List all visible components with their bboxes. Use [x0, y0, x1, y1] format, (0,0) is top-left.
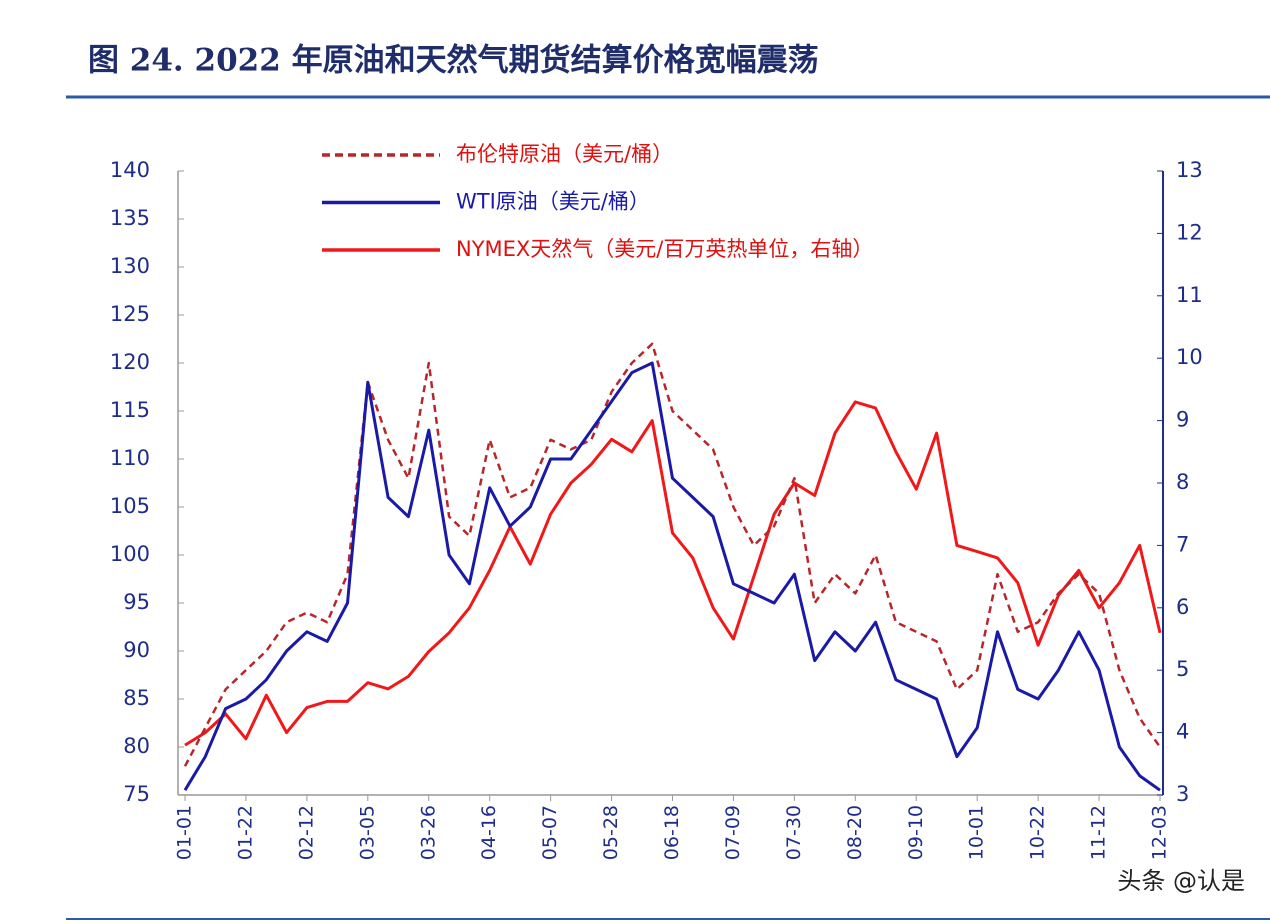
x-tick-label: 02-12	[295, 805, 317, 860]
y2-tick-label: 3	[1176, 782, 1189, 806]
y2-tick-label: 5	[1176, 657, 1189, 681]
y-tick-label: 115	[110, 398, 150, 422]
y-tick-label: 110	[110, 446, 150, 470]
y2-tick-label: 9	[1176, 408, 1189, 432]
x-tick-label: 07-09	[722, 805, 744, 860]
y2-tick-label: 6	[1176, 595, 1189, 619]
y-tick-label: 80	[123, 734, 150, 758]
y-tick-label: 90	[123, 638, 150, 662]
y2-tick-label: 11	[1176, 283, 1203, 307]
x-tick-label: 12-03	[1149, 805, 1171, 860]
y-tick-label: 85	[123, 686, 150, 710]
y-tick-label: 95	[123, 590, 150, 614]
y2-tick-label: 8	[1176, 470, 1189, 494]
y-tick-label: 140	[110, 158, 150, 182]
x-tick-label: 10-01	[966, 805, 988, 860]
x-tick-label: 03-05	[356, 805, 378, 860]
y2-tick-label: 7	[1176, 532, 1189, 556]
x-tick-label: 01-01	[174, 805, 196, 860]
y2-tick-label: 10	[1176, 345, 1203, 369]
chart-title: 图 24. 2022 年原油和天然气期货结算价格宽幅震荡	[88, 43, 819, 79]
x-tick-label: 11-12	[1088, 805, 1110, 860]
x-tick-label: 07-30	[783, 805, 805, 860]
watermark: 头条 @认是	[1117, 867, 1245, 895]
legend-label: 布伦特原油（美元/桶）	[456, 142, 673, 166]
x-tick-label: 03-26	[417, 805, 439, 860]
x-tick-label: 05-07	[539, 805, 561, 860]
y-tick-label: 125	[110, 302, 150, 326]
y-tick-label: 130	[110, 254, 150, 278]
legend-label: WTI原油（美元/桶）	[456, 190, 650, 214]
y2-tick-label: 13	[1176, 158, 1203, 182]
y-tick-label: 100	[110, 542, 150, 566]
series-line	[183, 342, 1162, 767]
x-tick-label: 06-18	[661, 805, 683, 860]
x-tick-label: 01-22	[234, 805, 256, 860]
y2-tick-label: 4	[1176, 720, 1189, 744]
x-tick-label: 10-22	[1027, 805, 1049, 860]
x-tick-label: 09-10	[905, 805, 927, 860]
y-tick-label: 135	[110, 206, 150, 230]
y-tick-label: 120	[110, 350, 150, 374]
series-line	[184, 400, 1162, 747]
y2-tick-label: 12	[1176, 220, 1203, 244]
legend-label: NYMEX天然气（美元/百万英热单位，右轴）	[456, 237, 873, 261]
y-tick-label: 75	[123, 782, 150, 806]
x-tick-label: 08-20	[844, 805, 866, 860]
y-tick-label: 105	[110, 494, 150, 518]
x-tick-label: 05-28	[600, 805, 622, 860]
x-tick-label: 04-16	[478, 805, 500, 860]
series-line	[183, 361, 1161, 792]
